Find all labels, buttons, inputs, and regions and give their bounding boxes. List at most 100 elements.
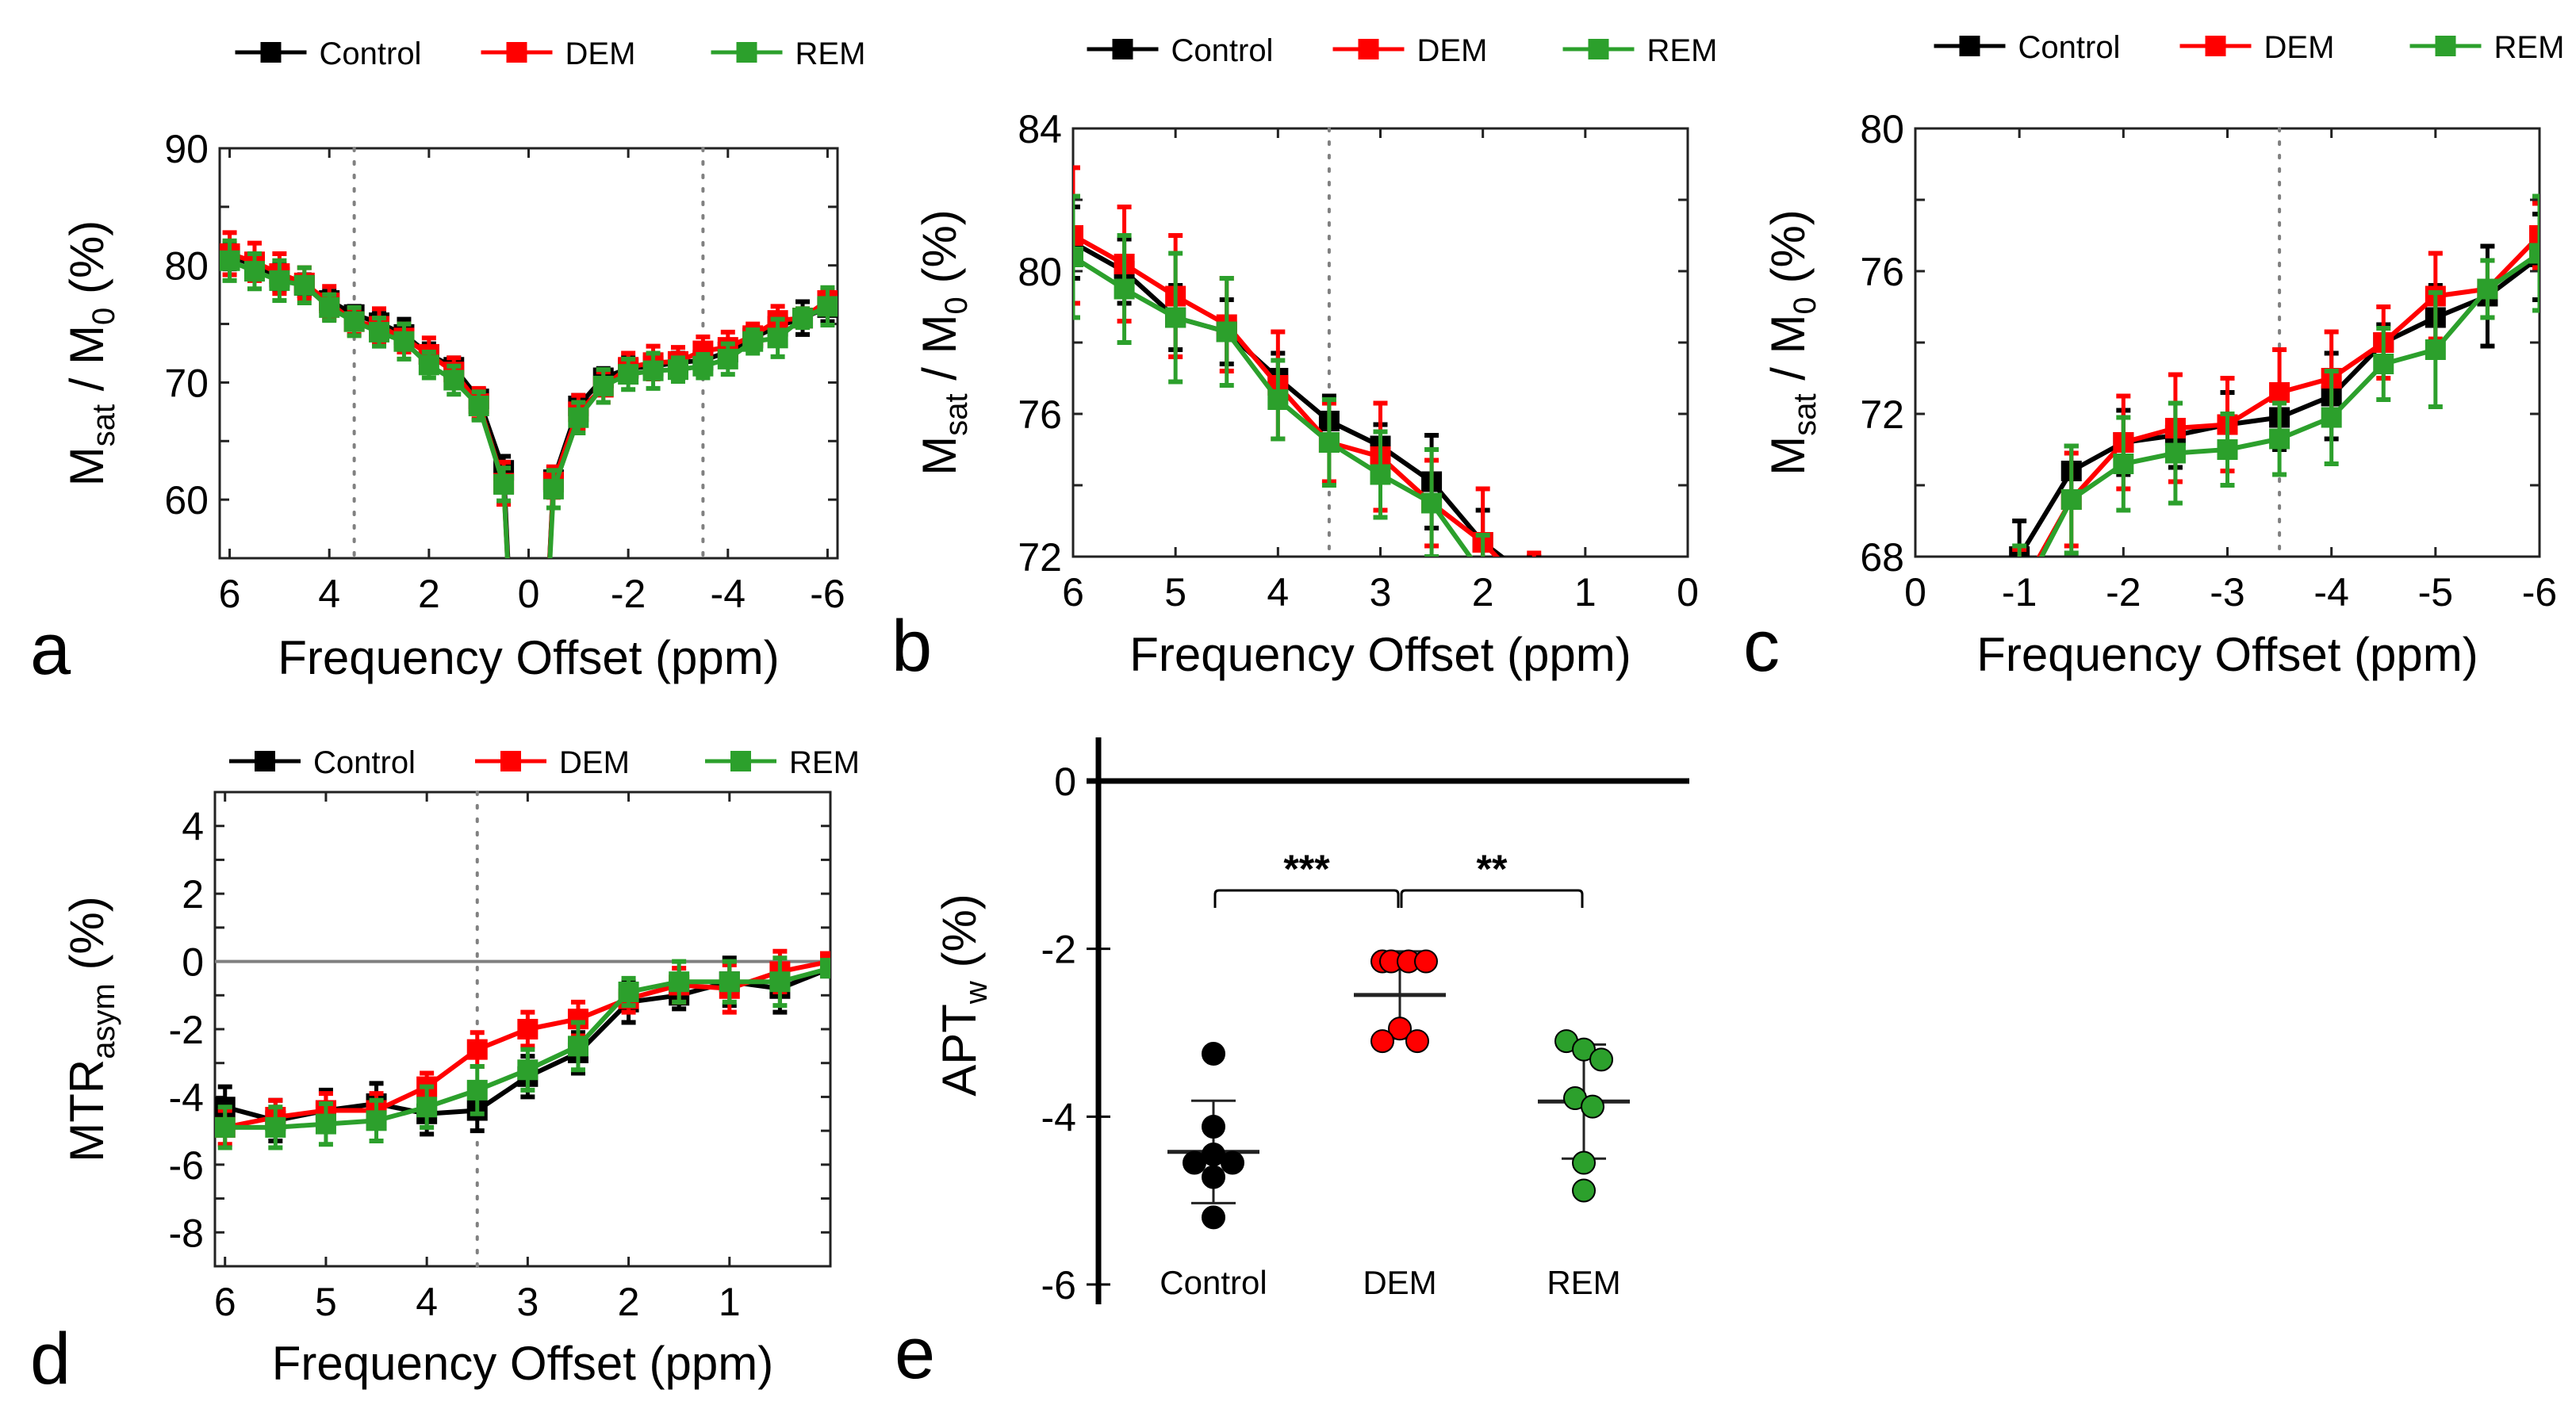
data-point-rem [618,982,639,1003]
legend-marker-rem [736,42,757,63]
plot-area [215,948,830,1150]
y-tick-label: -6 [1041,1263,1076,1307]
x-tick-label: -6 [810,572,845,616]
data-point-dem [531,724,551,745]
x-tick-label: 5 [315,1280,337,1324]
data-point-dem [1073,225,1083,246]
x-tick-label: 0 [1677,570,1699,614]
data-point-rem [265,1116,286,1138]
data-point-dem [1370,1029,1394,1054]
x-tick-label: 0 [518,572,540,616]
x-tick-label: 6 [214,1280,236,1324]
y-label-subscript: w [959,981,994,1005]
data-point-control [531,724,551,745]
x-tick-label: 3 [516,1280,539,1324]
y-axis-label: Msat / M0 (%) [1761,209,1823,476]
y-tick-label: 76 [1018,392,1062,437]
x-axis-label: Frequency Offset (ppm) [278,631,779,684]
y-tick-label: 90 [164,127,209,171]
data-point-rem [669,971,690,993]
legend-marker-control [1959,36,1980,56]
legend: Control DEM REM [1934,30,2565,65]
y-tick-label: -4 [1041,1095,1076,1139]
category-label: DEM [1363,1264,1436,1301]
y-tick-label: -2 [169,1008,204,1052]
data-point-dem [1524,586,1544,607]
data-point-rem [269,270,290,291]
data-point-rem [2529,243,2540,264]
y-label-subscript: asym [86,983,121,1059]
y-label-subscript: 0 [1788,297,1823,314]
legend-label-control: Control [320,36,422,71]
data-point-rem [506,724,527,745]
data-point-dem [1388,1016,1412,1041]
data-point-dem [1414,949,1438,974]
data-point-rem [1216,321,1237,343]
data-point-rem [2217,439,2238,460]
data-point-rem [769,971,791,993]
data-point-dem [517,1019,539,1039]
legend-marker-dem [2205,36,2226,56]
data-point-rem [418,354,439,376]
panel-c: 0 -1 -2 -3 -4 -5 -6 68 72 76 80 Control DEM REM Freque… [1743,30,2564,687]
legend-label-dem: DEM [1417,33,1488,68]
data-point-rem [215,1116,236,1138]
legend-marker-rem [730,751,751,771]
y-label-text: (%) [60,896,113,983]
legend-label-dem: DEM [559,745,630,780]
data-point-rem [1581,1094,1604,1119]
x-tick-label: 5 [1164,570,1186,614]
y-tick-label: -4 [169,1075,204,1120]
x-tick-label: -4 [2313,570,2348,614]
y-label-text: M [60,446,113,486]
legend: Control DEM REM [235,36,865,71]
category-label: REM [1547,1264,1620,1301]
x-tick-label: 6 [1062,570,1084,614]
y-tick-label: 80 [164,244,209,289]
data-point-rem [618,364,639,385]
x-tick-label: 2 [618,1280,640,1324]
y-label-text: (%) [933,894,986,981]
data-point-rem [416,1097,438,1118]
plot-area [220,230,838,745]
y-tick-label: 80 [1860,107,1904,151]
x-tick-label: 4 [416,1280,438,1324]
data-point-dem [2529,225,2540,246]
data-point-rem [2269,428,2290,450]
y-tick-label: -6 [169,1143,204,1188]
y-label-text: / M [60,325,113,404]
legend-label-rem: REM [2494,30,2565,65]
data-point-dem [1405,1029,1429,1054]
y-tick-label: 72 [1018,535,1062,580]
significance-label: ** [1477,847,1508,891]
legend-marker-dem [500,751,521,771]
legend-label-rem: REM [1647,33,1718,68]
significance-bracket [1213,889,1400,908]
data-point-rem [792,308,814,329]
legend-marker-control [1112,39,1133,59]
y-tick-label: 60 [164,478,209,523]
data-point-rem [592,375,614,396]
data-point-rem [2164,442,2186,464]
data-point-rem [2425,339,2446,360]
axes-frame [1914,127,2541,558]
y-tick-label: 72 [1860,392,1904,437]
x-tick-label: -3 [2210,570,2244,614]
data-point-rem [1421,492,1443,514]
y-label-text: MTR [60,1059,113,1162]
y-tick-label: 4 [182,805,204,849]
data-point-rem [243,261,265,282]
y-label-subscript: 0 [86,308,121,325]
legend-label-dem: DEM [2264,30,2335,65]
y-tick-label: -8 [169,1211,204,1255]
y-label-subscript: sat [1788,393,1823,435]
y-tick-label: 84 [1018,107,1062,151]
data-point-rem [366,1110,387,1131]
data-point-rem [293,274,315,296]
axes-frame [218,147,839,560]
data-point-rem [717,348,738,369]
series-line-control [1073,240,1506,557]
data-point-rem [742,331,764,352]
panel-d: 6 5 4 3 2 1 -8 -6 -4 -2 0 2 4 Control DEM REM Frequency … [30,745,860,1399]
